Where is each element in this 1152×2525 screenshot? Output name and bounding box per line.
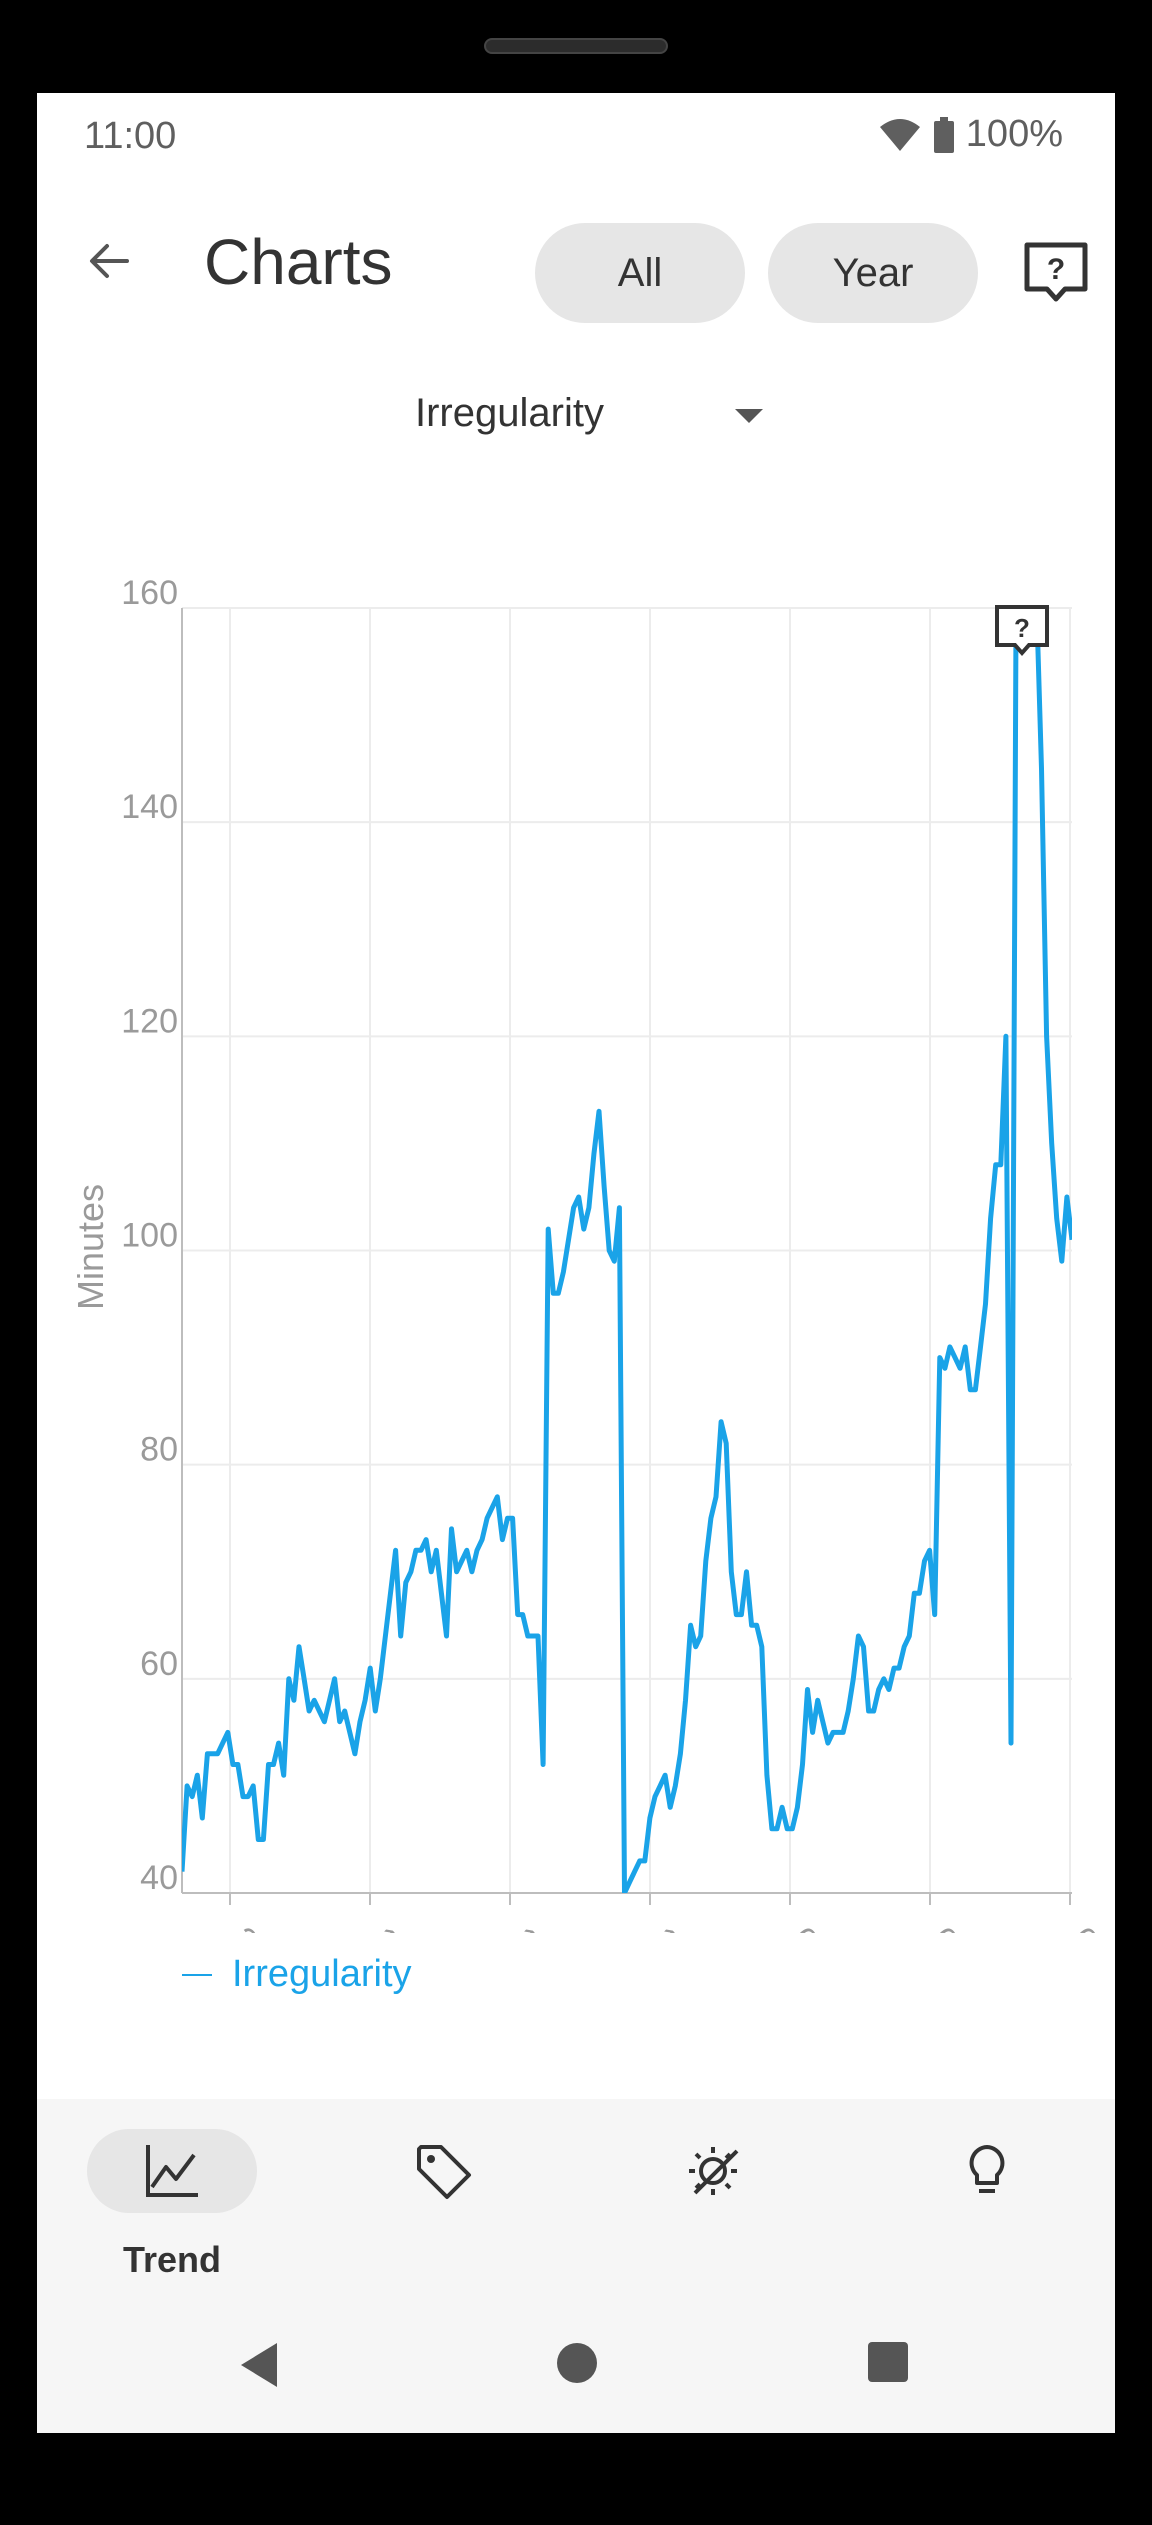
system-recents-icon[interactable] — [867, 2341, 909, 2383]
status-bar: 11:00 100% — [37, 93, 1115, 177]
legend-label: Irregularity — [232, 1953, 412, 1995]
nav-item-trend[interactable]: Trend — [87, 2129, 257, 2280]
x-tick-label: 0 — [1064, 1920, 1104, 1933]
annotation-bubble — [995, 605, 1049, 657]
annotation-marker-icon: ? — [995, 605, 1049, 657]
nav-item-day-night[interactable] — [630, 2129, 800, 2279]
trend-icon — [146, 2145, 198, 2197]
nav-item-insights[interactable] — [902, 2129, 1072, 2279]
line-chart[interactable]: 160 140 120 100 80 60 40 20/12/202116/02/202215… — [37, 473, 1115, 1933]
day-night-icon — [689, 2147, 739, 2195]
bottom-navigation: Trend — [37, 2099, 1115, 2433]
lightbulb-icon — [969, 2145, 1005, 2193]
y-tick-label: 60 — [140, 1645, 178, 1683]
metric-dropdown[interactable]: Irregularity — [415, 383, 815, 453]
svg-text:?: ? — [1047, 253, 1065, 286]
battery-icon — [933, 116, 954, 153]
series-line-irregularity — [182, 606, 1072, 1893]
help-icon[interactable]: ? — [1021, 239, 1091, 309]
system-navigation-bar — [37, 2323, 1115, 2413]
x-tick-label: 05/10/2022 — [924, 1920, 1071, 1933]
annotation-text: ? — [1014, 613, 1030, 643]
x-tick-label: 16/02/2022 — [364, 1920, 511, 1933]
tag-icon — [417, 2145, 471, 2199]
status-time: 11:00 — [84, 115, 177, 157]
x-tick-label: 15/04/2022 — [504, 1920, 651, 1933]
chart-legend: Irregularity — [182, 1953, 412, 1996]
nav-item-tags[interactable] — [358, 2129, 528, 2279]
x-tick-label: 09/08/2022 — [784, 1920, 931, 1933]
earpiece-speaker — [484, 38, 668, 54]
range-year-button[interactable]: Year — [768, 223, 978, 323]
back-button[interactable] — [77, 229, 141, 293]
arrow-back-icon — [90, 244, 129, 278]
app-bar: Charts All Year ? — [37, 205, 1115, 323]
dropdown-caret-icon — [735, 409, 763, 423]
y-tick-label: 120 — [121, 1002, 178, 1040]
nav-active-indicator — [87, 2129, 257, 2213]
y-tick-label: 140 — [121, 788, 178, 826]
page-title: Charts — [204, 226, 393, 298]
x-tick-label: 12/06/2022 — [644, 1920, 791, 1933]
metric-dropdown-value: Irregularity — [415, 391, 604, 435]
y-tick-label: 40 — [140, 1859, 178, 1897]
status-indicators: 100% — [878, 113, 1063, 156]
x-tick-label: 20/12/2021 — [224, 1920, 371, 1933]
nav-label-trend: Trend — [122, 2239, 221, 2280]
battery-level: 100% — [965, 113, 1063, 155]
range-all-button[interactable]: All — [535, 223, 745, 323]
legend-swatch — [182, 1973, 212, 1976]
wifi-icon — [879, 118, 920, 151]
screen: 11:00 100% Charts All Year — [37, 93, 1115, 2433]
y-tick-label: 80 — [140, 1431, 178, 1469]
y-tick-label: 100 — [121, 1217, 178, 1255]
system-home-icon[interactable] — [555, 2341, 599, 2385]
y-tick-label: 160 — [121, 574, 178, 612]
system-back-icon[interactable] — [237, 2341, 281, 2389]
